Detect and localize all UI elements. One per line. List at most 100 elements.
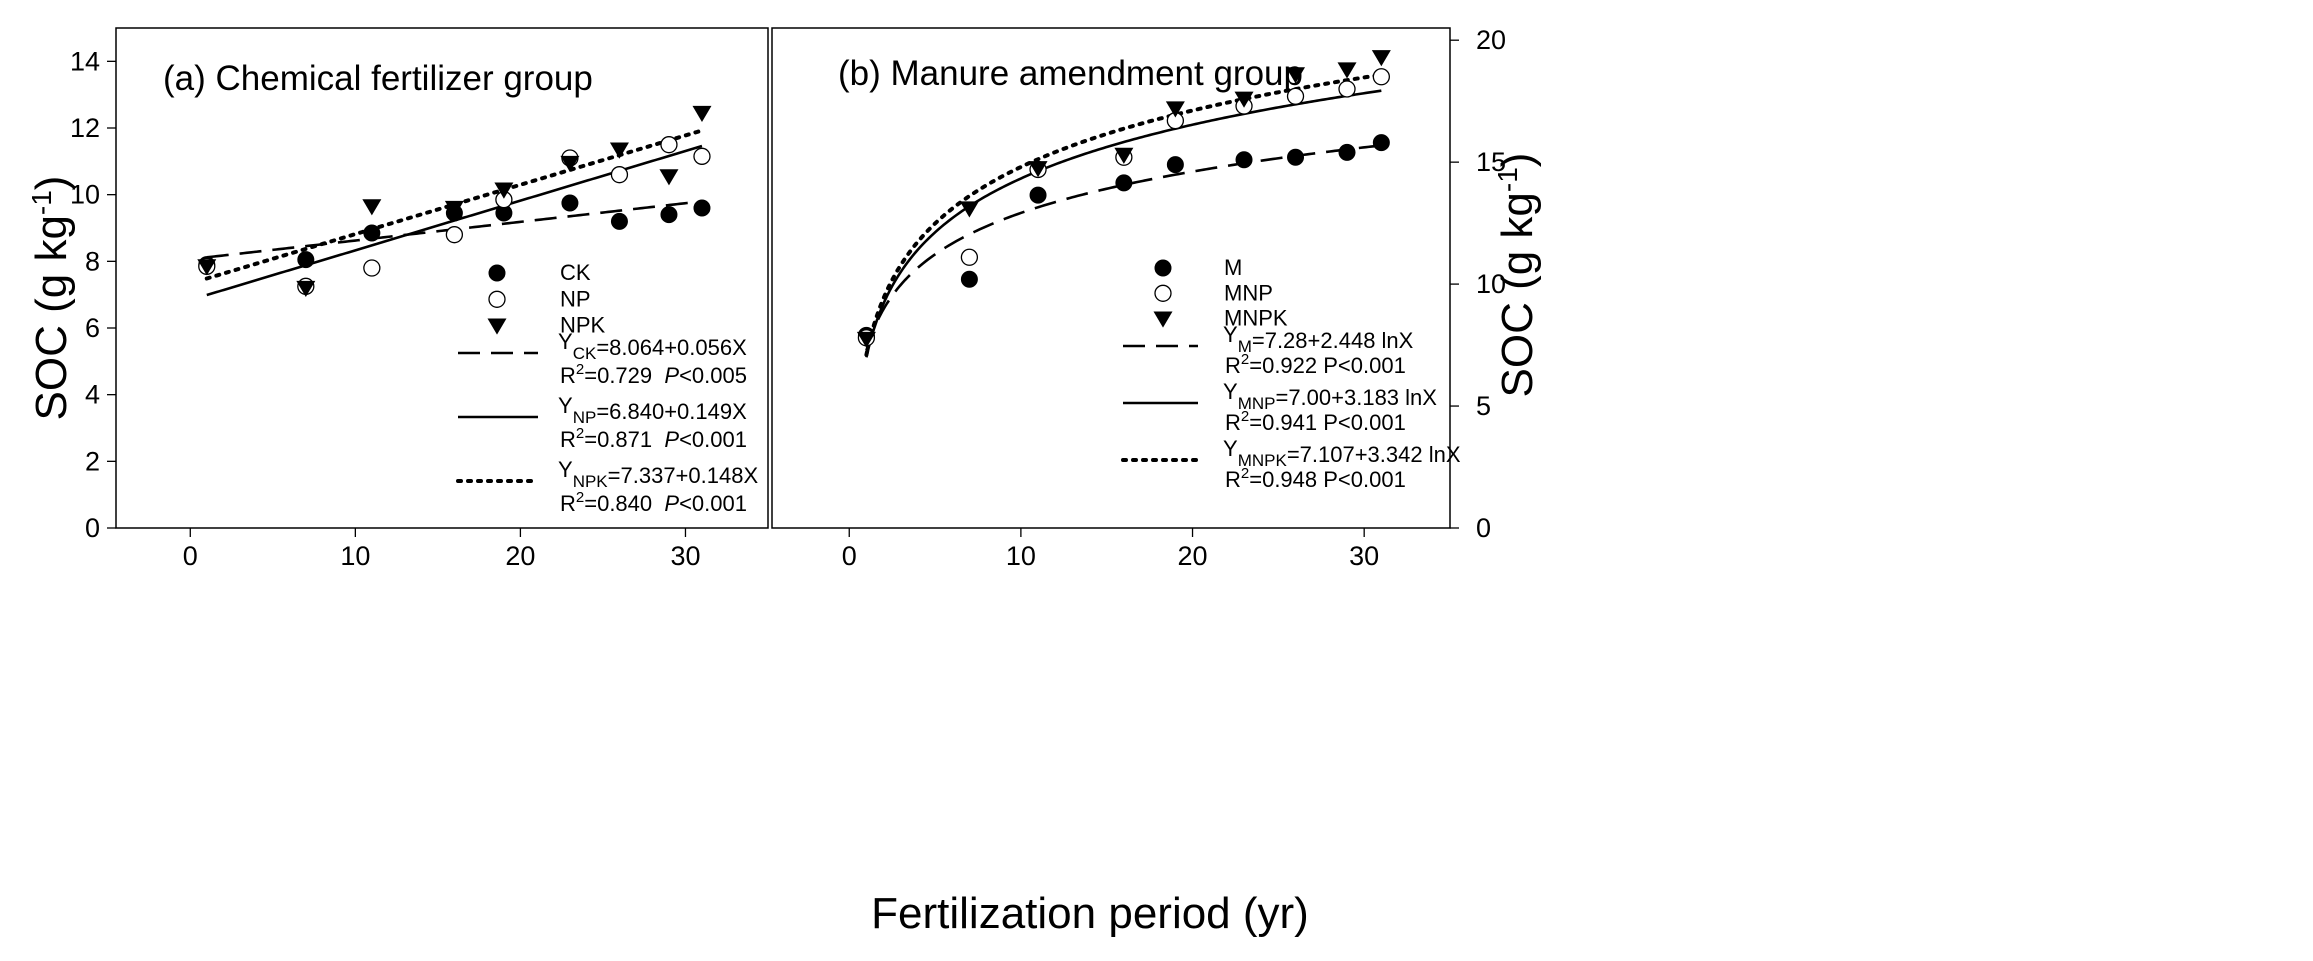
fit-equation-sub: MNP — [1238, 394, 1276, 413]
data-point-m — [1029, 186, 1047, 204]
x-tick-label: 0 — [183, 541, 198, 571]
data-point-mnpk — [1028, 161, 1048, 178]
y-tick-label: 15 — [1476, 147, 1506, 177]
y-axis-title-sup: -1 — [26, 190, 57, 215]
data-point-m — [1166, 156, 1184, 174]
fit-p-value: <0.001 — [679, 427, 747, 452]
plot-frame — [115, 27, 769, 529]
fit-r2-label: R — [560, 363, 576, 388]
data-point-mnpk — [1286, 67, 1306, 84]
data-point-npk — [444, 200, 464, 218]
legend-marker-npk — [487, 318, 507, 335]
y-tick-label: 14 — [70, 46, 100, 76]
panel-a-chart: 0 10 20 30 0 2 4 6 8 10 12 14 (a) Chemical fertilize… — [26, 27, 769, 571]
fit-equation-rest: =8.064+0.056X — [596, 335, 747, 360]
legend-marker-np — [488, 290, 506, 308]
data-point-ck — [297, 251, 315, 269]
fit-equation-mnp: YMNP=7.00+3.183 lnX — [1223, 379, 1437, 413]
fit-r2-sup: 2 — [576, 361, 584, 378]
fit-p-label: P — [664, 427, 679, 452]
y-axis-title-end: ) — [1493, 153, 1542, 168]
fit-r2-npk: R2=0.840 P<0.001 — [560, 489, 747, 516]
y-tick-label: 0 — [1476, 513, 1491, 543]
fit-r2-label: R — [1225, 410, 1241, 435]
legend-label-m: M — [1224, 255, 1242, 280]
data-point-mnpk — [1337, 62, 1357, 79]
data-point-mnpk — [856, 331, 876, 349]
fit-r2-sup: 2 — [1241, 465, 1249, 482]
legend-marker-ck — [488, 264, 506, 282]
x-axis-title: Fertilization period (yr) — [871, 889, 1309, 938]
fit-r2-value: =0.840 — [584, 491, 652, 516]
fit-p-gap — [652, 427, 664, 452]
fit-equation-rest: =7.00+3.183 lnX — [1275, 385, 1437, 410]
fit-equation-sub: MNPK — [1238, 451, 1288, 470]
fit-equation-rest: =7.337+0.148X — [608, 463, 759, 488]
data-point-m — [960, 270, 978, 288]
y-axis-title-end: ) — [27, 176, 76, 191]
data-point-m — [1338, 143, 1356, 161]
data-point-mnp — [1338, 80, 1356, 98]
data-point-m — [1287, 148, 1305, 166]
data-point-npk — [609, 142, 629, 159]
fit-p-value: <0.001 — [679, 491, 747, 516]
fit-equation-rest: =7.107+3.342 lnX — [1287, 442, 1461, 467]
fit-equation-y: Y — [558, 393, 573, 418]
fit-r2-sup: 2 — [1241, 351, 1249, 368]
data-point-ck — [363, 224, 381, 242]
fit-r2-value: =0.729 — [584, 363, 652, 388]
data-point-npk — [560, 155, 580, 173]
plot-frame — [771, 27, 1451, 529]
fit-p-gap — [652, 491, 664, 516]
fit-r2-label: R — [1225, 467, 1241, 492]
fit-r2-sup: 2 — [576, 489, 584, 506]
fit-p-label: P — [664, 363, 679, 388]
data-point-mnpk — [959, 201, 979, 218]
data-point-ck — [660, 206, 678, 224]
data-point-npk — [494, 182, 514, 199]
fit-r2-value: =0.948 P<0.001 — [1249, 467, 1406, 492]
y-tick-label: 2 — [85, 446, 100, 476]
fit-r2-value: =0.922 P<0.001 — [1249, 353, 1406, 378]
x-tick-label: 0 — [842, 541, 857, 571]
data-point-mnp — [1372, 68, 1390, 86]
data-point-mnpk — [1234, 91, 1254, 108]
y-tick-label: 6 — [85, 313, 100, 343]
fit-equation-rest: =7.28+2.448 lnX — [1252, 328, 1414, 353]
panel-title: (b) Manure amendment group — [838, 54, 1303, 93]
y-axis-title: SOC (g kg-1) — [26, 176, 77, 421]
fit-equation-sub: NPK — [573, 472, 609, 491]
fit-p-value: <0.005 — [679, 363, 747, 388]
data-point-m — [1235, 151, 1253, 169]
x-tick-label: 10 — [1006, 541, 1036, 571]
x-tick-label: 10 — [340, 541, 370, 571]
fit-equation-sub: CK — [573, 344, 597, 363]
data-point-ck — [561, 194, 579, 212]
fit-equation-ck: YCK=8.064+0.056X — [558, 329, 747, 363]
data-point-mnp — [960, 248, 979, 266]
fit-r2-label: R — [560, 427, 576, 452]
y-axis-title: SOC (g kg-1) — [1492, 153, 1543, 398]
data-point-mnpk — [1114, 147, 1134, 164]
data-point-np — [693, 147, 711, 165]
fit-p-label: P — [664, 491, 679, 516]
y-tick-label: 20 — [1476, 25, 1506, 55]
data-point-npk — [197, 259, 217, 276]
y-tick-label: 10 — [70, 180, 100, 210]
data-point-npk — [362, 199, 382, 216]
data-point-np — [610, 166, 629, 184]
x-tick-label: 20 — [1178, 541, 1208, 571]
fit-r2-m: R2=0.922 P<0.001 — [1225, 351, 1406, 378]
data-point-m — [1115, 174, 1133, 192]
data-point-mnpk — [1165, 101, 1185, 118]
fit-equation-y: Y — [1223, 322, 1238, 347]
y-axis-title-sup: -1 — [1492, 167, 1523, 192]
fit-r2-mnp: R2=0.941 P<0.001 — [1225, 408, 1406, 435]
data-point-ck — [693, 199, 711, 217]
fit-equation-np: YNP=6.840+0.149X — [558, 393, 747, 427]
data-point-npk — [692, 105, 712, 123]
data-point-np — [660, 136, 678, 154]
y-tick-label: 4 — [85, 380, 100, 410]
fit-equation-sub: M — [1238, 337, 1252, 356]
fit-r2-sup: 2 — [576, 425, 584, 442]
